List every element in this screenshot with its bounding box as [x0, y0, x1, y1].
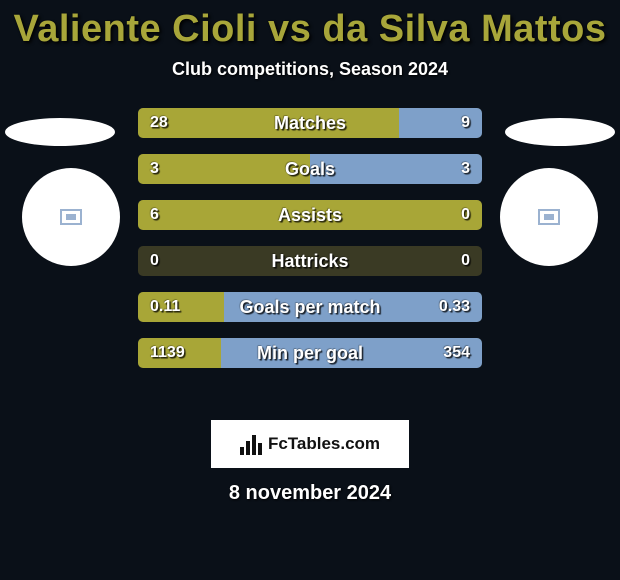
stat-value-right: 0: [461, 246, 470, 276]
stat-seg-right: [399, 108, 482, 138]
player-right-name: da Silva Mattos: [322, 8, 606, 50]
stat-row: Goals33: [138, 154, 482, 184]
comparison-stage: Matches289 Goals33 Assists60 Hattricks0 0 Goa…: [0, 108, 620, 408]
stat-label: Hattricks: [138, 246, 482, 276]
right-player-avatar: [500, 168, 598, 266]
stat-seg-left: [138, 200, 482, 230]
stat-seg-right: [310, 154, 482, 184]
comparison-subtitle: Club competitions, Season 2024: [0, 59, 620, 80]
stat-bars: Matches289 Goals33 Assists60 Hattricks0 0 Goa…: [138, 108, 482, 384]
stat-row: Hattricks0 0: [138, 246, 482, 276]
comparison-date: 8 november 2024: [0, 482, 620, 505]
left-player-avatar: [22, 168, 120, 266]
stat-seg-left: [138, 338, 221, 368]
image-placeholder-icon: [538, 209, 560, 225]
right-shadow-ellipse: [505, 118, 615, 146]
stat-value-left: 0: [150, 246, 159, 276]
stat-seg-right: [224, 292, 482, 322]
fctables-logo[interactable]: FcTables.com: [211, 420, 409, 468]
player-left-name: Valiente Cioli: [13, 8, 257, 50]
stat-row: Goals per match0.110.33: [138, 292, 482, 322]
image-placeholder-icon: [60, 209, 82, 225]
fctables-logo-text: FcTables.com: [268, 434, 380, 454]
stat-row: Assists60: [138, 200, 482, 230]
title-vs: vs: [257, 8, 322, 50]
left-shadow-ellipse: [5, 118, 115, 146]
stat-seg-right: [221, 338, 482, 368]
comparison-title: Valiente Cioli vs da Silva Mattos: [0, 0, 620, 51]
bar-chart-icon: [240, 433, 264, 455]
stat-row: Min per goal1139354: [138, 338, 482, 368]
stat-seg-left: [138, 292, 224, 322]
stat-seg-left: [138, 108, 399, 138]
stat-row: Matches289: [138, 108, 482, 138]
stat-seg-left: [138, 154, 310, 184]
